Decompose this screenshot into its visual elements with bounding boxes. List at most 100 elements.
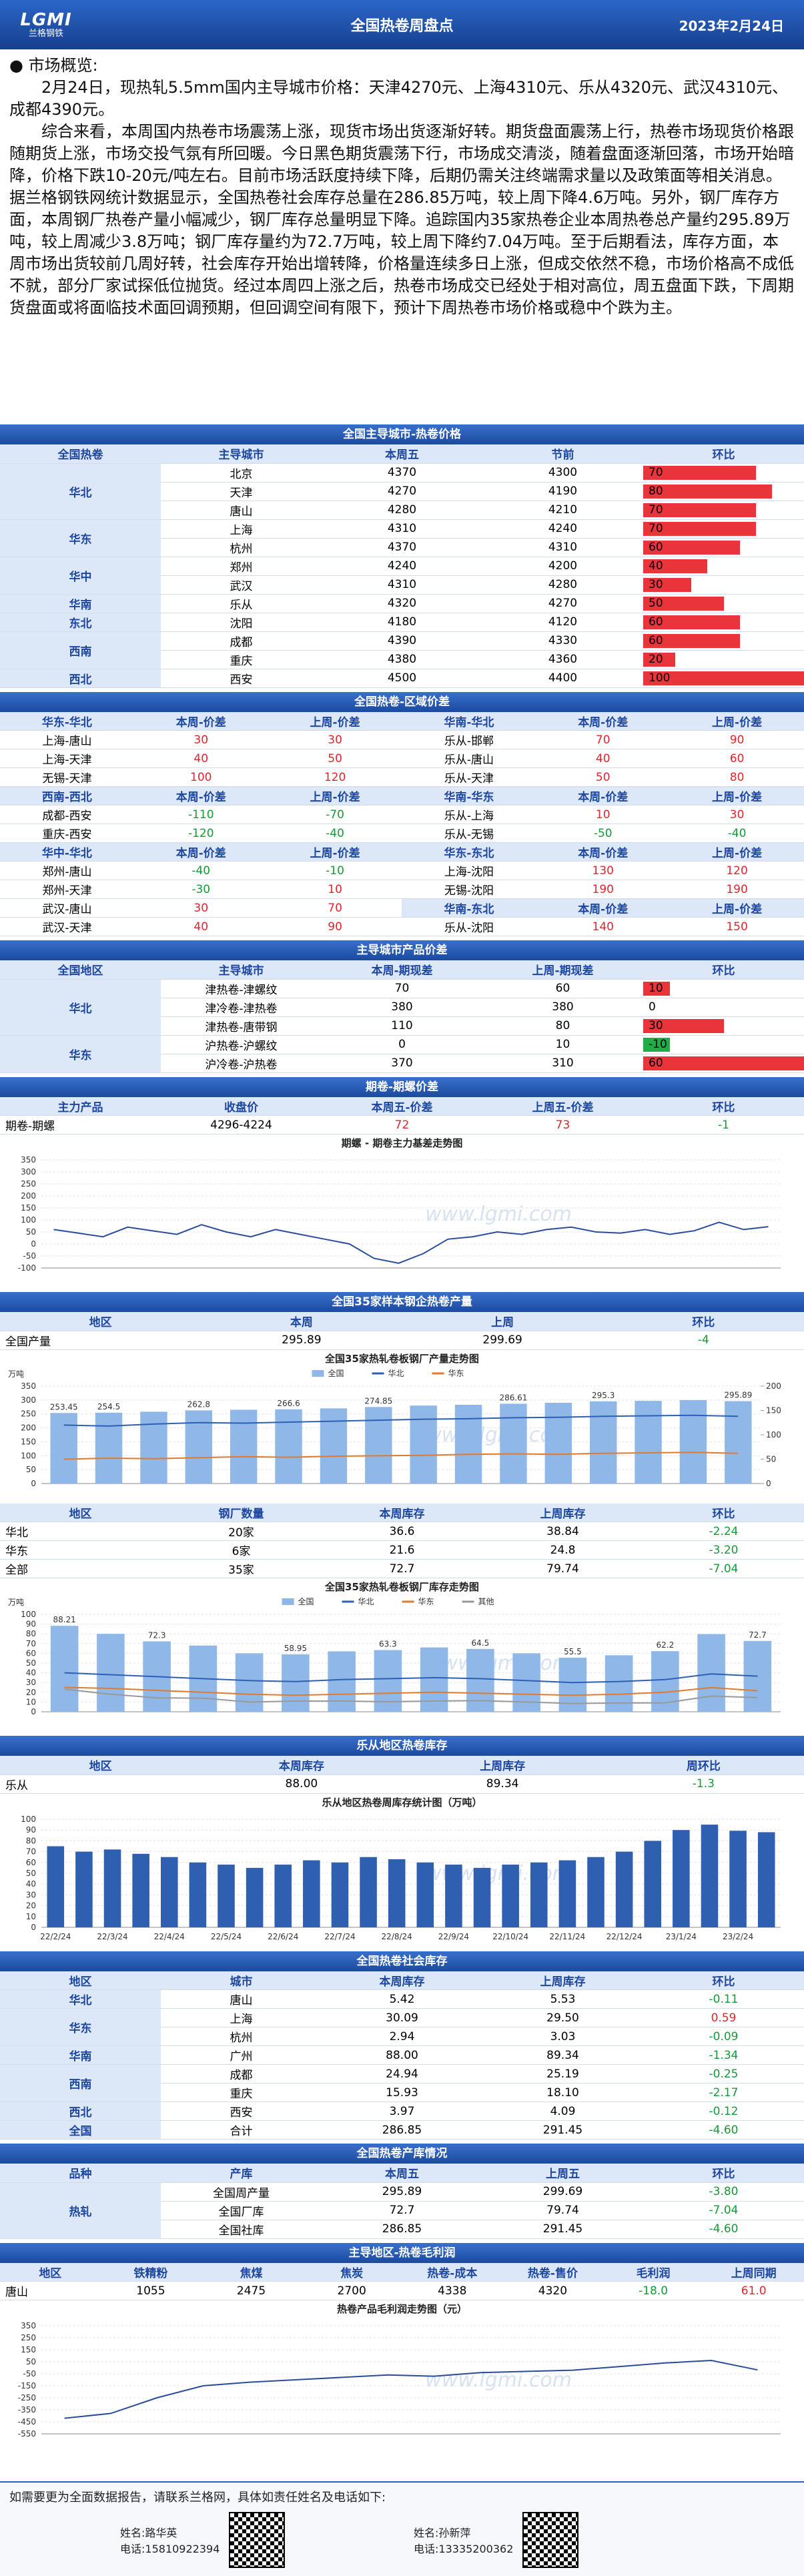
bar: [218, 1864, 235, 1927]
column-header: 地区: [0, 1971, 161, 1990]
column-header: 上周-价差: [268, 786, 402, 806]
y-tick-label: 20: [26, 1688, 36, 1697]
cell: 30: [133, 898, 268, 918]
bar: [757, 1831, 775, 1927]
row-label: 上海-唐山: [0, 730, 134, 749]
bar: [500, 1403, 527, 1484]
y-tick-label: 70: [26, 1847, 36, 1856]
section: 主导地区-热卷毛利润 地区 铁精粉 焦煤 焦炭 热卷-成本 热卷-售价 毛利润 上周同期 唐山 10…: [0, 2242, 804, 2455]
change-bar: [643, 1056, 804, 1070]
chart-title: 期螺 - 期卷主力基差走势图: [342, 1137, 463, 1149]
bar: [615, 1851, 633, 1927]
data-row: 热轧 全国周产量 295.89 299.69 -3.80: [0, 2182, 804, 2239]
y-tick-label: 100: [21, 1815, 36, 1824]
data-table: 地区 城市 本周库存 上周库存 环比 华北 唐山 5.42 5.53 -0.11 华东 上海 30.09…: [0, 1971, 804, 2140]
header-row: 主力产品 收盘价 本周五-价差 上周五-价差 环比: [0, 1096, 804, 1116]
cell: -4.60: [643, 2220, 804, 2239]
change-value: 60: [649, 1056, 663, 1070]
y-tick-label: 10: [26, 1911, 36, 1921]
section-title: 主导城市产品价差: [0, 940, 804, 960]
y-tick-label: 90: [26, 1825, 36, 1835]
header-row: 地区 钢厂数量 本周库存 上周库存 环比: [0, 1503, 804, 1522]
spread-table: 华东-华北 本周-价差 上周-价差 华南-华北 本周-价差 上周-价差 上海-唐山 30 30 乐…: [0, 711, 804, 936]
column-header: 华南-东北: [402, 898, 536, 918]
change-value: 80: [649, 485, 663, 498]
phone: 15810922394: [145, 2543, 220, 2555]
y-tick-label: 50: [26, 1465, 36, 1474]
column-header: 本周库存: [322, 1503, 482, 1522]
cell: 4270: [322, 482, 482, 501]
data-table: 地区 铁精粉 焦煤 焦炭 热卷-成本 热卷-售价 毛利润 上周同期 唐山 1055 2475 2700…: [0, 2262, 804, 2300]
legend-label: 华北: [358, 1597, 374, 1606]
y-tick-label: 90: [26, 1620, 36, 1629]
cell: 18.10: [482, 2083, 643, 2102]
cell: 70: [536, 730, 671, 749]
cell: 1055: [100, 2281, 202, 2300]
column-header: 主导城市: [161, 960, 322, 980]
column-header: 本周库存: [201, 1756, 402, 1775]
cell: -40: [670, 824, 804, 843]
cell: 380: [322, 998, 482, 1017]
x-tick-label: 22/7/24: [324, 1932, 355, 1941]
y-tick-label: 50: [26, 2357, 36, 2366]
cell: 88.00: [201, 1775, 402, 1794]
change-bar: [643, 559, 708, 573]
x-tick-label: 22/2/24: [40, 1932, 71, 1941]
bar: [544, 1402, 572, 1484]
name: 路华英: [145, 2527, 177, 2539]
column-header: 热卷-售价: [502, 2262, 603, 2282]
change-cell: 100: [643, 669, 804, 688]
section: 主导城市产品价差 全国地区 主导城市 本周-期现差 上周-期现差 环比 华北 津热卷-津螺纹 7…: [0, 940, 804, 1073]
section-title: 全国热卷产库情况: [0, 2144, 804, 2164]
data-table: 地区 钢厂数量 本周库存 上周库存 环比 华北 20家 36.6 38.84 -2.24 华东 6家 2…: [0, 1503, 804, 1578]
cell: -4: [602, 1331, 804, 1350]
line: [64, 1672, 758, 1684]
logo-subtext: 兰格钢铁: [28, 29, 63, 39]
column-header: 上周: [402, 1312, 603, 1331]
cell: 15.93: [322, 2083, 482, 2102]
row-label: 沈阳: [161, 613, 322, 632]
report-title: 全国热卷周盘点: [350, 18, 454, 35]
qr-code: [522, 2512, 579, 2568]
section-title: 全国热卷社会库存: [0, 1951, 804, 1971]
change-bar: [643, 981, 671, 996]
bar: [282, 1654, 310, 1712]
value-label: 88.21: [53, 1615, 75, 1624]
column-header: 环比: [643, 444, 804, 464]
column-header: 本周库存: [322, 1971, 482, 1990]
legend-label: 全国: [328, 1368, 344, 1378]
column-header: 焦煤: [201, 2262, 302, 2282]
column-header: 主力产品: [0, 1096, 161, 1116]
y-tick-label: 50: [26, 1658, 36, 1668]
cell: 4400: [482, 669, 643, 688]
y-tick-label: 0: [31, 1239, 36, 1249]
cell: 90: [670, 730, 804, 749]
y-tick-label: 200: [21, 1191, 36, 1201]
contact-text: 姓名:孙新萍 电话:13335200362: [414, 2524, 513, 2556]
spread-row: 郑州-唐山 -40 -10 上海-沈阳 130 120: [0, 861, 804, 880]
bar: [388, 1859, 406, 1927]
data-row: 杭州 4370 4310 60: [0, 538, 804, 557]
data-row: 西北 西安 3.97 4.09 -0.12: [0, 2102, 804, 2121]
cell: 291.45: [482, 2220, 643, 2239]
change-cell: 40: [643, 557, 804, 576]
cell: 30.09: [322, 2008, 482, 2027]
change-value: 10: [649, 982, 663, 995]
column-header: 本周五: [322, 2164, 482, 2183]
cell: 80: [670, 767, 804, 787]
name-label: 姓名:: [414, 2527, 439, 2539]
data-row: 西南 成都 24.94 25.19 -0.25: [0, 2064, 804, 2102]
column-header: 环比: [643, 1096, 804, 1116]
section: 期卷-期螺价差 主力产品 收盘价 本周五-价差 上周五-价差 环比 期卷-期螺 4296-42…: [0, 1076, 804, 1289]
header-row: 地区 本周库存 上周库存 周环比: [0, 1756, 804, 1775]
contact-name-row: 姓名:路华英: [120, 2524, 220, 2540]
data-table: 地区 本周库存 上周库存 周环比 乐从 88.00 89.34 -1.3: [0, 1756, 804, 1794]
column-header: 环比: [643, 960, 804, 980]
bar: [160, 1857, 178, 1927]
region-cell: 西北: [0, 2102, 161, 2121]
cell: -50: [536, 824, 671, 843]
cell: -0.11: [643, 1989, 804, 2009]
bar: [303, 1860, 320, 1927]
y-tick-label: 70: [26, 1639, 36, 1648]
cell: 150: [670, 917, 804, 936]
